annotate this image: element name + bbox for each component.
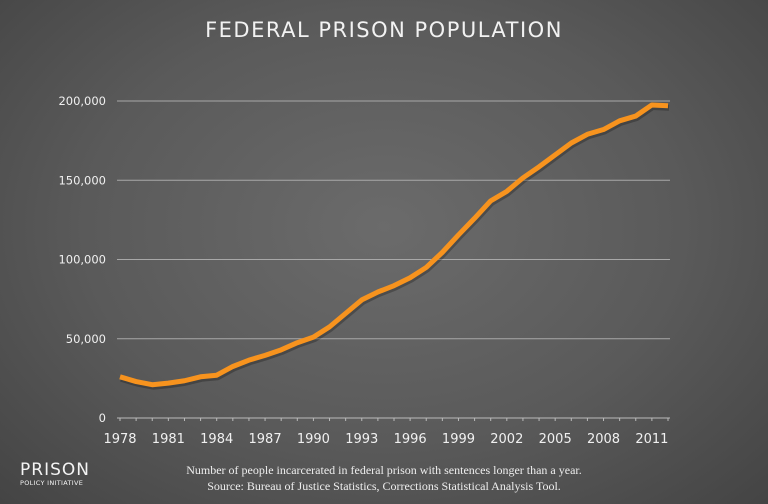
x-tick-label: 2005 xyxy=(539,432,572,447)
y-tick-label: 150,000 xyxy=(58,173,106,187)
x-tick-label: 2008 xyxy=(587,432,620,447)
caption-description: Number of people incarcerated in federal… xyxy=(186,463,582,477)
logo-line1: PRISON xyxy=(20,460,90,480)
logo: PRISON POLICY INITIATIVE xyxy=(20,461,90,487)
x-tick-label: 1999 xyxy=(442,432,475,447)
caption-source: Source: Bureau of Justice Statistics, Co… xyxy=(207,479,561,493)
x-tick-label: 1978 xyxy=(103,432,136,447)
x-tick-label: 1990 xyxy=(297,432,330,447)
x-tick-label: 1987 xyxy=(249,432,282,447)
y-tick-label: 100,000 xyxy=(58,253,106,267)
x-tick-label: 1981 xyxy=(152,432,185,447)
logo-line2: POLICY INITIATIVE xyxy=(20,479,84,487)
series-line xyxy=(119,102,669,388)
y-tick-label: 200,000 xyxy=(58,94,106,108)
y-tick-label: 50,000 xyxy=(66,332,106,346)
series-line-shadow xyxy=(120,103,670,390)
x-tick-label: 1993 xyxy=(345,432,378,447)
caption: Number of people incarcerated in federal… xyxy=(0,462,768,494)
chart-title: FEDERAL PRISON POPULATION xyxy=(205,18,563,42)
x-tick-label: 1984 xyxy=(200,432,233,447)
x-tick-label: 1996 xyxy=(394,432,427,447)
y-tick-label: 0 xyxy=(99,411,106,425)
x-tick-label: 2002 xyxy=(490,432,523,447)
x-tick-label: 2011 xyxy=(635,432,668,447)
